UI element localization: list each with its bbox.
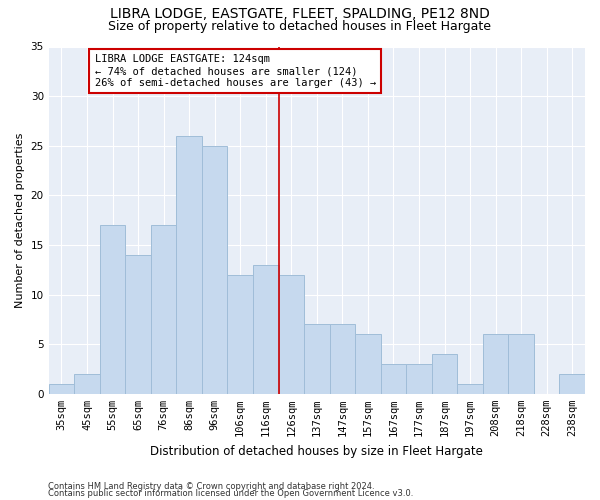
Bar — [125, 255, 151, 394]
Bar — [329, 324, 355, 394]
Bar — [355, 334, 380, 394]
Bar — [151, 225, 176, 394]
Bar — [483, 334, 508, 394]
Bar — [380, 364, 406, 394]
Text: Size of property relative to detached houses in Fleet Hargate: Size of property relative to detached ho… — [109, 20, 491, 33]
Text: Contains HM Land Registry data © Crown copyright and database right 2024.: Contains HM Land Registry data © Crown c… — [48, 482, 374, 491]
Bar — [432, 354, 457, 394]
Text: LIBRA LODGE EASTGATE: 124sqm
← 74% of detached houses are smaller (124)
26% of s: LIBRA LODGE EASTGATE: 124sqm ← 74% of de… — [95, 54, 376, 88]
Bar — [253, 265, 278, 394]
Bar — [457, 384, 483, 394]
Text: LIBRA LODGE, EASTGATE, FLEET, SPALDING, PE12 8ND: LIBRA LODGE, EASTGATE, FLEET, SPALDING, … — [110, 8, 490, 22]
Bar — [202, 146, 227, 394]
Bar — [508, 334, 534, 394]
Bar — [278, 274, 304, 394]
Bar — [227, 274, 253, 394]
Bar — [74, 374, 100, 394]
Bar — [176, 136, 202, 394]
Bar — [406, 364, 432, 394]
Text: Contains public sector information licensed under the Open Government Licence v3: Contains public sector information licen… — [48, 490, 413, 498]
X-axis label: Distribution of detached houses by size in Fleet Hargate: Distribution of detached houses by size … — [151, 444, 483, 458]
Bar — [304, 324, 329, 394]
Bar — [49, 384, 74, 394]
Bar — [559, 374, 585, 394]
Bar — [100, 225, 125, 394]
Y-axis label: Number of detached properties: Number of detached properties — [15, 132, 25, 308]
